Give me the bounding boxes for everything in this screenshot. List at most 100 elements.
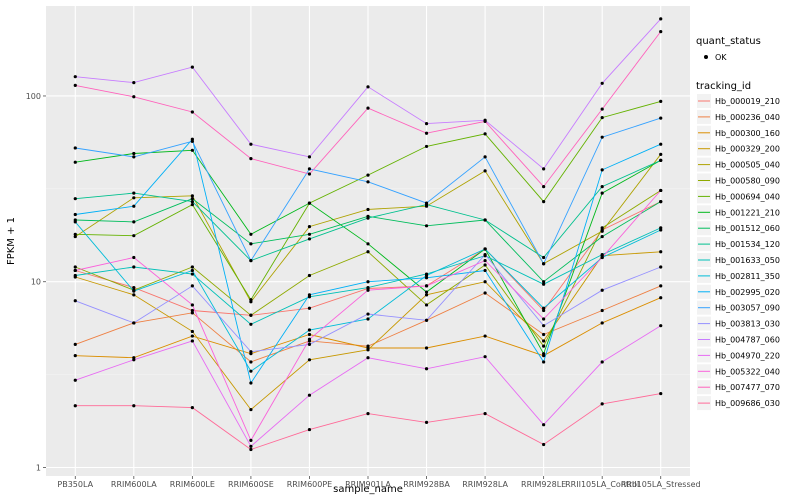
legend-label-hb_004787_060: Hb_004787_060 [715, 336, 780, 345]
data-point [307, 306, 312, 310]
data-point [190, 303, 194, 307]
data-point [424, 144, 429, 149]
data-point [483, 155, 487, 159]
data-point [483, 169, 487, 173]
data-point [483, 247, 487, 251]
major-gridlines [46, 6, 690, 476]
data-point [659, 284, 663, 288]
legend-label-hb_000236_040: Hb_000236_040 [715, 113, 780, 122]
data-point [366, 317, 370, 321]
data-point [542, 306, 546, 310]
data-point [249, 298, 253, 302]
data-point [132, 265, 136, 269]
data-point [366, 106, 370, 110]
data-point [600, 252, 604, 257]
data-point [542, 282, 546, 286]
data-point [73, 220, 77, 224]
data-point [424, 224, 429, 228]
data-point [366, 412, 370, 416]
data-point [424, 346, 429, 350]
data-point [307, 332, 312, 337]
data-point [307, 337, 312, 341]
x-tick-label: RRIM901LA [345, 480, 391, 489]
x-tick-label: RRII105LA_Stressed [621, 480, 701, 489]
data-point [132, 404, 136, 408]
data-point [249, 322, 253, 326]
data-point [483, 268, 487, 273]
data-point [132, 196, 136, 200]
data-point [366, 173, 370, 177]
data-point [190, 265, 194, 269]
data-point [366, 216, 370, 220]
data-point [190, 148, 194, 152]
data-point [132, 289, 136, 293]
data-point [424, 273, 429, 278]
legend-label-hb_001534_120: Hb_001534_120 [715, 240, 780, 249]
data-point [483, 412, 487, 416]
data-point [542, 360, 546, 364]
data-point [600, 81, 604, 85]
legend-label-hb_007477_070: Hb_007477_070 [715, 383, 780, 392]
data-point [249, 258, 253, 263]
data-point [190, 339, 194, 343]
data-point [600, 135, 604, 139]
x-tick-label: RRIM600LE [170, 480, 215, 489]
data-point [542, 442, 546, 447]
data-point [542, 185, 546, 189]
data-point [483, 263, 487, 267]
data-point [483, 119, 487, 123]
data-point [659, 250, 663, 254]
data-point [73, 75, 77, 79]
legend-label-hb_009686_030: Hb_009686_030 [715, 399, 780, 408]
data-point [132, 358, 136, 362]
data-point [307, 328, 312, 332]
legend-label-hb_000580_090: Hb_000580_090 [715, 177, 780, 186]
data-point [366, 85, 370, 89]
data-point [73, 342, 77, 346]
data-point [249, 350, 253, 354]
data-point [659, 188, 663, 193]
data-point [190, 197, 194, 201]
data-point [600, 115, 604, 120]
legend-label-hb_000505_040: Hb_000505_040 [715, 161, 780, 170]
data-point [307, 232, 312, 236]
data-point [424, 121, 429, 126]
data-point [483, 334, 487, 338]
data-point [366, 280, 370, 284]
y-tick-label: 100 [26, 92, 41, 101]
data-point [307, 225, 312, 229]
data-point [424, 131, 429, 135]
x-tick-label: RRIM600SE [228, 480, 274, 489]
data-point [600, 229, 604, 233]
data-point [366, 180, 370, 184]
x-axis: PB350LA RRIM600LA RRIM600LE RRIM600SE RRIM60… [57, 476, 701, 489]
data-point [249, 313, 253, 317]
data-point [542, 200, 546, 204]
data-point [249, 232, 253, 236]
data-point [659, 99, 663, 103]
data-point [307, 358, 312, 362]
data-point [249, 407, 253, 412]
x-tick-label: RRIM600LA [111, 480, 157, 489]
data-point [483, 280, 487, 284]
legend-label-hb_001221_210: Hb_001221_210 [715, 208, 780, 217]
data-point [249, 381, 253, 385]
data-point [542, 255, 546, 260]
legend-label-hb_002995_020: Hb_002995_020 [715, 288, 780, 297]
data-point [190, 139, 194, 143]
data-point [483, 252, 487, 257]
data-point [307, 172, 312, 176]
data-point [659, 200, 663, 204]
data-point [307, 273, 312, 278]
data-point [600, 168, 604, 172]
data-point [73, 234, 77, 239]
data-point [73, 404, 77, 408]
data-point [190, 200, 194, 204]
data-point [73, 273, 77, 278]
data-point [190, 272, 194, 276]
data-point [542, 324, 546, 328]
data-point [542, 344, 546, 348]
data-point [483, 291, 487, 295]
data-point [132, 81, 136, 85]
data-point [424, 367, 429, 371]
